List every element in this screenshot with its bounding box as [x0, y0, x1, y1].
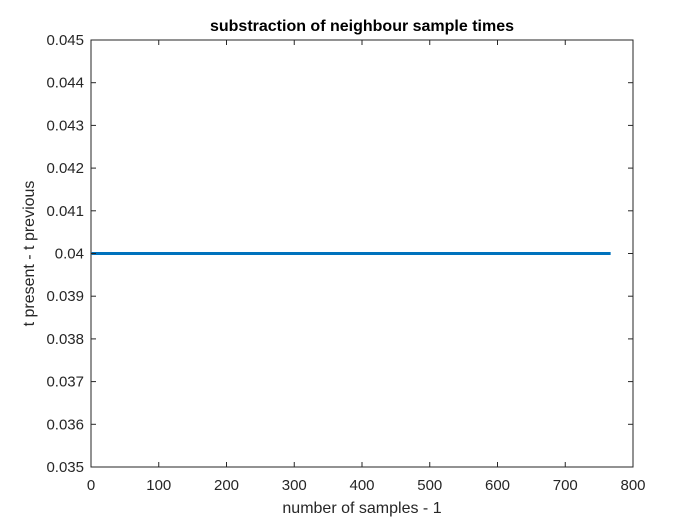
x-tick-label: 100 — [146, 477, 171, 494]
y-tick-label: 0.045 — [46, 32, 84, 49]
y-tick-label: 0.043 — [46, 117, 84, 134]
y-tick-label: 0.036 — [46, 416, 84, 433]
y-axis-label: t present - t previous — [21, 181, 38, 327]
x-tick-label: 800 — [620, 477, 645, 494]
x-tick-label: 700 — [553, 477, 578, 494]
x-tick-label: 0 — [87, 477, 95, 494]
y-tick-label: 0.035 — [46, 459, 84, 476]
y-tick-label: 0.038 — [46, 331, 84, 348]
y-tick-label: 0.037 — [46, 374, 84, 391]
y-tick-label: 0.041 — [46, 203, 84, 220]
y-tick-label: 0.039 — [46, 288, 84, 305]
y-tick-label: 0.04 — [55, 246, 84, 263]
x-axis: 0 100 200 300 400 500 600 700 800 — [87, 40, 646, 494]
x-tick-label: 600 — [485, 477, 510, 494]
y-tick-label: 0.042 — [46, 160, 84, 177]
chart-title: substraction of neighbour sample times — [210, 18, 514, 35]
y-axis: 0.035 0.036 0.037 0.038 0.039 0.04 0.041 0.042 0… — [46, 32, 633, 476]
x-tick-label: 200 — [214, 477, 239, 494]
y-tick-label: 0.044 — [46, 75, 84, 92]
x-axis-label: number of samples - 1 — [282, 500, 441, 517]
x-tick-label: 500 — [417, 477, 442, 494]
x-tick-label: 400 — [349, 477, 374, 494]
x-tick-label: 300 — [282, 477, 307, 494]
